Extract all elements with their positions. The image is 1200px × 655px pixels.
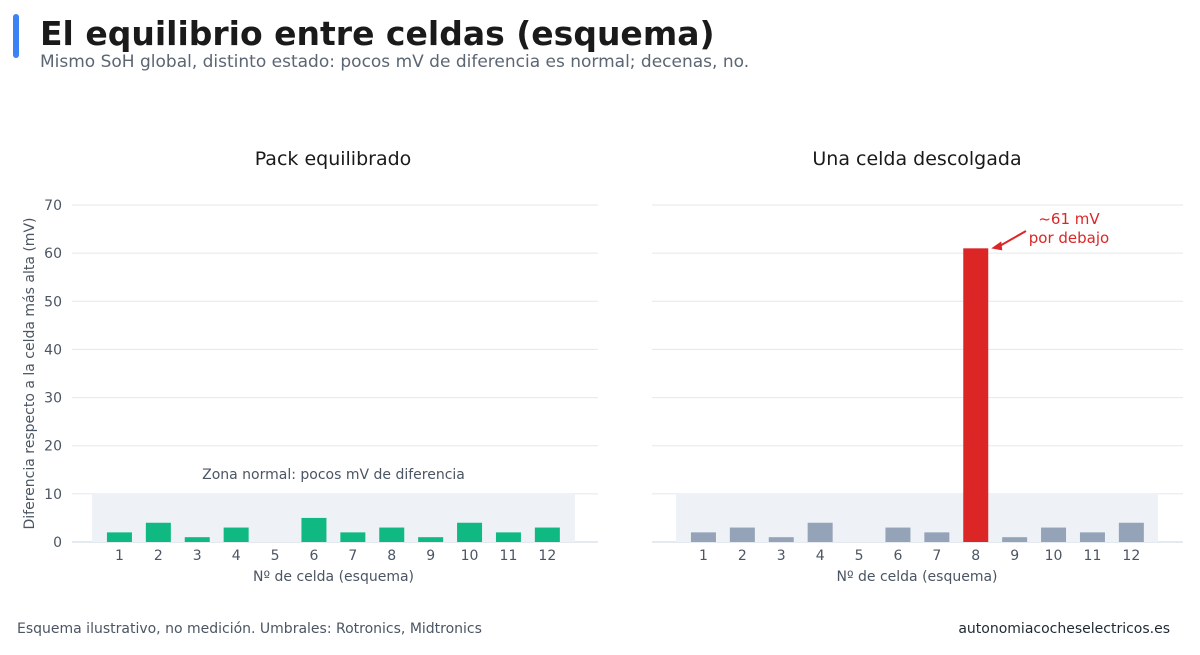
bar (184, 537, 210, 542)
title-accent-bar (13, 14, 19, 58)
x-tick-label: 5 (855, 548, 864, 564)
bar (885, 527, 911, 542)
bar (145, 522, 171, 542)
x-tick-label: 4 (232, 548, 241, 564)
panel-title: Una celda descolgada (812, 148, 1021, 170)
x-tick-label: 3 (777, 548, 786, 564)
annotation-text: por debajo (1029, 229, 1109, 247)
y-axis-label: Diferencia respecto a la celda más alta … (22, 218, 38, 530)
x-tick-label: 10 (1045, 548, 1063, 564)
bar (534, 527, 560, 542)
x-tick-label: 11 (1084, 548, 1102, 564)
bar (301, 517, 327, 542)
bar (807, 522, 833, 542)
y-tick-label: 0 (53, 535, 62, 551)
page-title: El equilibrio entre celdas (esquema) (40, 14, 715, 53)
y-tick-label: 40 (44, 342, 62, 358)
bar-outlier-cell (963, 248, 989, 543)
x-tick-label: 6 (893, 548, 902, 564)
normal-zone-band (92, 493, 575, 542)
bar (1118, 522, 1144, 542)
x-tick-label: 2 (154, 548, 163, 564)
x-tick-label: 5 (271, 548, 280, 564)
y-tick-label: 70 (44, 198, 62, 214)
normal-zone-label: Zona normal: pocos mV de diferencia (202, 467, 465, 483)
footer-site: autonomiacocheselectricos.es (958, 621, 1170, 637)
bar (924, 532, 950, 542)
bar (340, 532, 366, 542)
x-tick-label: 2 (738, 548, 747, 564)
x-tick-label: 11 (500, 548, 518, 564)
annotation-arrowhead (991, 241, 1003, 251)
x-tick-label: 3 (193, 548, 202, 564)
x-tick-label: 1 (699, 548, 708, 564)
x-tick-label: 8 (971, 548, 980, 564)
x-tick-label: 4 (816, 548, 825, 564)
bar (1041, 527, 1067, 542)
footer-source-note: Esquema ilustrativo, no medición. Umbral… (17, 621, 482, 637)
y-tick-label: 30 (44, 391, 62, 407)
x-tick-label: 8 (387, 548, 396, 564)
bar (690, 532, 716, 542)
x-tick-label: 7 (932, 548, 941, 564)
bar (1079, 532, 1105, 542)
bar (106, 532, 132, 542)
x-tick-label: 12 (538, 548, 556, 564)
y-tick-label: 60 (44, 246, 62, 262)
bar (418, 537, 444, 542)
panel-title: Pack equilibrado (255, 148, 412, 170)
y-tick-label: 20 (44, 439, 62, 455)
y-tick-label: 50 (44, 294, 62, 310)
x-tick-label: 6 (309, 548, 318, 564)
x-tick-label: 7 (348, 548, 357, 564)
annotation-text: ~61 mV (1038, 210, 1100, 228)
x-tick-label: 1 (115, 548, 124, 564)
x-tick-label: 9 (426, 548, 435, 564)
x-tick-label: 12 (1122, 548, 1140, 564)
bar (223, 527, 249, 542)
x-axis-label: Nº de celda (esquema) (836, 569, 997, 585)
page-subtitle: Mismo SoH global, distinto estado: pocos… (40, 52, 750, 72)
bar (729, 527, 755, 542)
annotation-arrow-line (996, 230, 1027, 249)
bar (768, 537, 794, 542)
bar (1002, 537, 1028, 542)
bar (379, 527, 405, 542)
bar (457, 522, 483, 542)
x-tick-label: 9 (1010, 548, 1019, 564)
x-axis-label: Nº de celda (esquema) (253, 569, 414, 585)
normal-zone-band (676, 493, 1158, 542)
x-tick-label: 10 (461, 548, 479, 564)
y-tick-label: 10 (44, 487, 62, 503)
bar (495, 532, 521, 542)
